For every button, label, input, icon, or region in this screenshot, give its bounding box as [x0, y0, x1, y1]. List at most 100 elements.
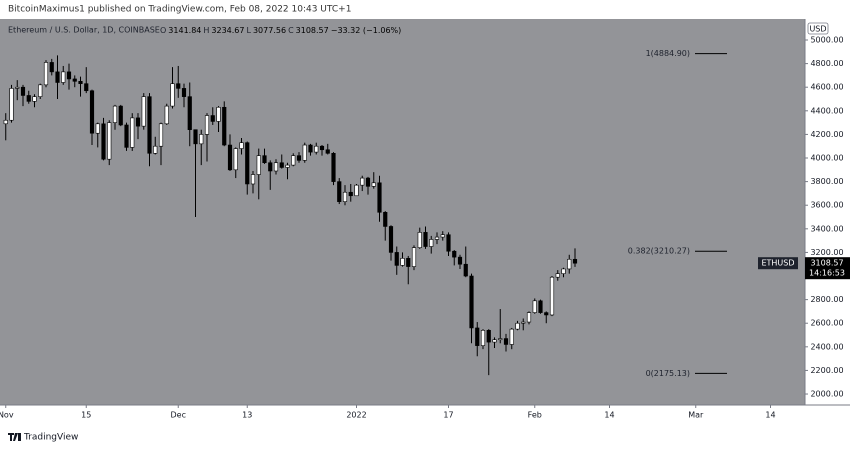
candle-body-down [348, 191, 353, 197]
candle-body-down [20, 86, 26, 96]
y-tick-label: 4400.00 [810, 106, 843, 115]
symbol-tag [758, 257, 798, 270]
plot-background [0, 19, 805, 405]
candle-body-down [101, 123, 106, 160]
candle-body-up [153, 145, 158, 154]
candle-body-down [452, 250, 457, 258]
candle-body-down [463, 263, 468, 277]
candle-body-up [199, 134, 204, 145]
candle-body-up [492, 339, 497, 343]
x-tick-label: Mar [688, 411, 704, 420]
x-tick-label: 15 [81, 411, 91, 420]
candle-body-down [66, 71, 72, 80]
candle-body-down [331, 152, 336, 182]
y-tick-label: 4200.00 [810, 130, 843, 139]
candle-body-down [572, 258, 578, 264]
candle-body-up [411, 247, 417, 267]
fib-label: 0(2175.13) [646, 369, 690, 378]
candle-body-up [314, 145, 319, 153]
candle-body-up [429, 239, 434, 247]
candle-body-up [360, 177, 365, 186]
candle-body-down [210, 115, 215, 122]
candle-body-up [291, 155, 296, 166]
candle-body-down [78, 81, 83, 84]
candle-body-up [440, 234, 445, 238]
candle-body-down [187, 96, 192, 130]
y-tick-label: 3800.00 [810, 177, 843, 186]
candle-body-up [526, 312, 532, 323]
candle-body-down [222, 106, 227, 146]
symbol-tag-label: ETHUSD [761, 259, 794, 268]
ohlc-key: O [160, 26, 166, 35]
candle-body-up [549, 276, 555, 316]
logo-icon [8, 433, 21, 441]
candle-body-up [256, 155, 261, 175]
y-tick-label: 4600.00 [810, 83, 843, 92]
candles [3, 55, 578, 376]
candle-body-down [124, 124, 129, 148]
candle-body-down [423, 232, 428, 247]
y-tick-label: 4800.00 [810, 59, 843, 68]
candle-body-up [285, 164, 290, 168]
candle-body-up [273, 162, 279, 172]
footer-brand: TradingView [23, 433, 78, 443]
currency-label: USD [809, 25, 826, 34]
candle-body-down [181, 88, 187, 97]
price-tag [805, 257, 850, 280]
y-tick-label: 2400.00 [810, 342, 843, 351]
ohlc-value: 3108.57 [296, 26, 329, 35]
x-tick-label: 14 [604, 411, 614, 420]
y-tick-label: 3200.00 [810, 248, 843, 257]
candle-body-up [371, 182, 376, 187]
candle-body-down [475, 327, 480, 346]
candle-body-down [377, 182, 382, 213]
footer-logo [8, 433, 21, 441]
candle-body-down [279, 162, 284, 168]
candle-body-up [107, 122, 112, 160]
candle-body-up [158, 123, 164, 147]
candle-body-down [296, 155, 302, 161]
candle-body-down [84, 83, 89, 92]
candle-body-up [509, 328, 514, 345]
y-tick-label: 2200.00 [810, 366, 843, 375]
candle-body-down [26, 95, 31, 102]
y-tick-label: 2800.00 [810, 295, 843, 304]
candle-body-down [406, 258, 411, 267]
candle-body-down [245, 142, 250, 185]
fib-label: 0.382(3210.27) [628, 247, 690, 256]
x-tick-label: Nov [0, 411, 14, 420]
candle-body-down [118, 105, 123, 126]
y-tick-label: 2600.00 [810, 319, 843, 328]
x-tick-label: 2022 [346, 411, 366, 420]
currency-box [807, 22, 829, 35]
candle-body-up [555, 273, 560, 278]
x-tick-label: 17 [443, 411, 453, 420]
candle-body-up [532, 300, 537, 313]
candle-body-down [538, 300, 543, 313]
candle-body-down [383, 211, 388, 227]
candle-body-down [365, 177, 371, 187]
x-tick-label: 13 [242, 411, 252, 420]
candle-body-down [176, 83, 181, 89]
x-tick-label: Dec [171, 411, 186, 420]
candle-body-down [55, 71, 60, 83]
candle-body-up [250, 174, 256, 185]
candle-body-down [268, 162, 273, 172]
candle-body-down [446, 234, 451, 252]
ohlc-legend: O 3141.84 H 3234.67 L 3077.56 C 3108.57 −33.32 (… [160, 26, 401, 35]
price-tag-label: 3108.57 [810, 259, 843, 268]
y-tick-label: 3400.00 [810, 224, 843, 233]
candle-body-up [61, 71, 66, 83]
candle-body-up [480, 330, 486, 346]
candle-body-up [515, 322, 520, 330]
candle-body-down [394, 252, 399, 266]
candle-body-up [567, 258, 572, 270]
candle-body-down [469, 275, 474, 329]
candle-body-down [262, 155, 267, 164]
candle-body-up [43, 62, 49, 86]
candle-body-up [130, 117, 135, 148]
candle-body-up [239, 142, 244, 149]
candle-body-down [457, 256, 463, 265]
ohlc-key: L [247, 26, 252, 35]
